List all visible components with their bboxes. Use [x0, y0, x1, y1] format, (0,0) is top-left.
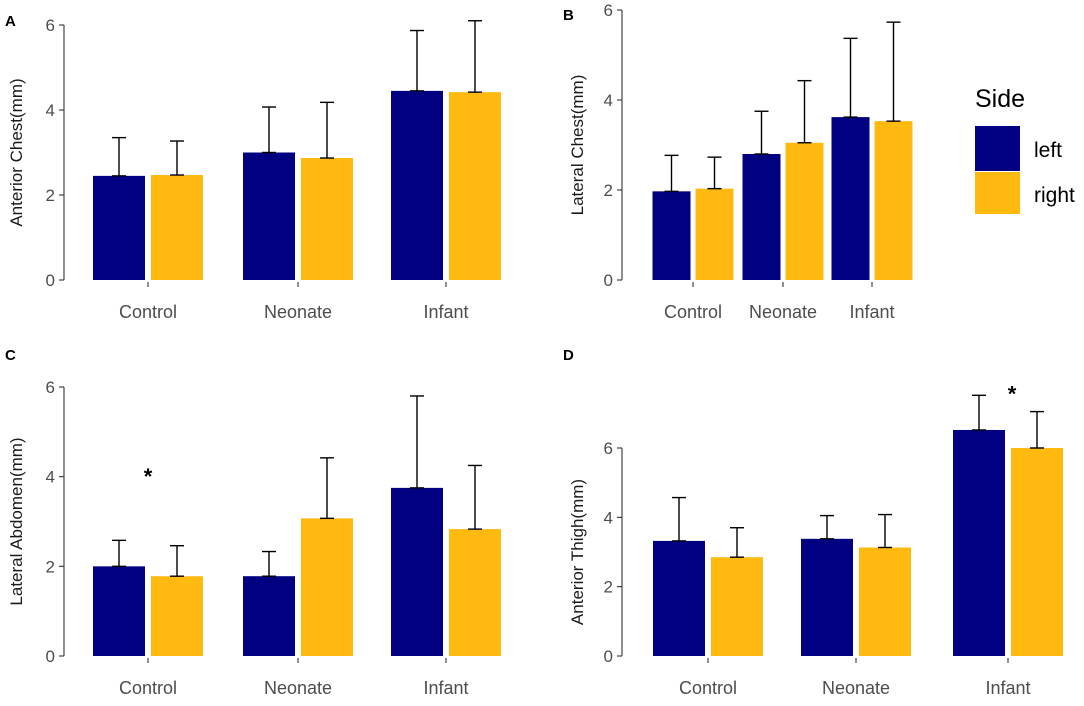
legend-label-left: left	[1034, 139, 1062, 162]
bar-left-neonate	[742, 154, 781, 280]
y-tick-label: 4	[46, 468, 55, 487]
legend-swatch-left	[975, 126, 1020, 171]
panel-letter: A	[5, 13, 16, 30]
bar-right-control	[151, 576, 203, 656]
x-tick-label-infant: Infant	[985, 678, 1030, 698]
y-axis-title: Anterior Thigh(mm)	[568, 479, 587, 625]
bar-right-control	[695, 188, 734, 280]
significance-marker: *	[144, 464, 153, 489]
bar-left-control	[653, 540, 705, 656]
legend: Side left right	[975, 85, 1075, 214]
bar-left-infant	[391, 90, 443, 280]
y-tick-label: 4	[604, 91, 613, 110]
y-tick-label: 6	[46, 378, 55, 397]
panel-b: B 0 2 4 6 Lateral Chest(mm) Control Neonate Infa…	[563, 1, 913, 322]
bar-right-infant	[874, 121, 913, 281]
x-tick-label-infant: Infant	[423, 302, 468, 322]
y-tick-label: 4	[604, 508, 613, 527]
legend-label-right: right	[1034, 184, 1075, 207]
y-tick-label: 6	[46, 16, 55, 35]
legend-title: Side	[975, 85, 1025, 113]
y-tick-label: 0	[46, 271, 55, 290]
x-tick-label-control: Control	[119, 302, 177, 322]
y-axis-title: Lateral Chest(mm)	[568, 75, 587, 216]
panel-letter: C	[5, 347, 16, 364]
y-tick-label: 0	[46, 647, 55, 666]
panel-letter: D	[563, 347, 574, 364]
x-tick-label-infant: Infant	[849, 302, 894, 322]
y-tick-label: 2	[46, 186, 55, 205]
significance-marker: *	[1008, 381, 1017, 406]
legend-swatch-right	[975, 172, 1020, 214]
bar-right-neonate	[785, 142, 824, 280]
bar-right-neonate	[301, 518, 353, 656]
panel-c: C 0 2 4 6 Lateral Abdomen(mm) Control Neonate In…	[5, 347, 501, 698]
panel-a: A 0 2 4 6 Anterior Chest(mm) Control Neonate Inf…	[5, 13, 501, 322]
bar-right-control	[711, 557, 763, 656]
bar-left-neonate	[243, 152, 295, 280]
y-tick-label: 6	[604, 1, 613, 20]
bar-left-control	[93, 175, 145, 280]
x-tick-label-neonate: Neonate	[749, 302, 817, 322]
panel-d: D 0 2 4 6 Anterior Thigh(mm) Control Neonate Inf…	[563, 347, 1063, 698]
y-axis-title: Anterior Chest(mm)	[7, 78, 26, 226]
x-tick-label-control: Control	[664, 302, 722, 322]
bar-left-control	[652, 191, 691, 280]
x-tick-label-infant: Infant	[423, 678, 468, 698]
x-tick-label-neonate: Neonate	[264, 678, 332, 698]
y-tick-label: 2	[604, 578, 613, 597]
bar-right-neonate	[301, 158, 353, 280]
y-tick-label: 0	[604, 647, 613, 666]
bar-left-infant	[391, 487, 443, 656]
y-axis-title: Lateral Abdomen(mm)	[7, 437, 26, 605]
bar-left-infant	[831, 117, 870, 280]
y-tick-label: 6	[604, 439, 613, 458]
bar-left-neonate	[801, 538, 853, 656]
y-tick-label: 0	[604, 271, 613, 290]
y-tick-label: 2	[604, 181, 613, 200]
bar-right-infant	[1011, 448, 1063, 656]
y-tick-label: 2	[46, 557, 55, 576]
x-tick-label-control: Control	[679, 678, 737, 698]
x-tick-label-neonate: Neonate	[264, 302, 332, 322]
y-tick-label: 4	[46, 101, 55, 120]
x-tick-label-neonate: Neonate	[822, 678, 890, 698]
panel-letter: B	[563, 7, 574, 24]
bar-left-control	[93, 566, 145, 656]
bar-right-infant	[449, 92, 501, 281]
bar-right-control	[151, 175, 203, 280]
x-tick-label-control: Control	[119, 678, 177, 698]
bar-left-neonate	[243, 576, 295, 656]
bar-right-neonate	[859, 547, 911, 656]
bar-left-infant	[953, 429, 1005, 656]
bar-right-infant	[449, 529, 501, 656]
